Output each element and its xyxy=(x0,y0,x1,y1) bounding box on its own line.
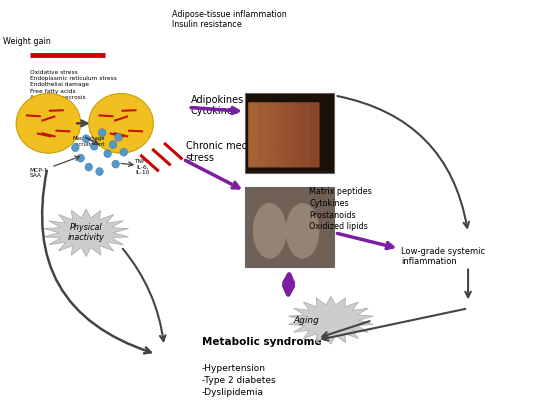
Ellipse shape xyxy=(253,203,287,259)
FancyBboxPatch shape xyxy=(301,102,310,168)
Text: Oxidative stress
Endoplasmic reticulum stress
Endothelial damage
Free fatty acid: Oxidative stress Endoplasmic reticulum s… xyxy=(30,69,116,100)
Text: Adipose-tissue inflammation
Insulin resistance: Adipose-tissue inflammation Insulin resi… xyxy=(172,10,287,29)
FancyBboxPatch shape xyxy=(310,102,320,168)
Ellipse shape xyxy=(16,93,81,153)
Text: Matrix peptides
Cytokines
Prostanoids
Oxidized lipids: Matrix peptides Cytokines Prostanoids Ox… xyxy=(309,187,372,231)
Ellipse shape xyxy=(82,135,90,143)
Text: Weight gain: Weight gain xyxy=(3,37,51,46)
Ellipse shape xyxy=(104,150,111,158)
Ellipse shape xyxy=(77,154,84,162)
Ellipse shape xyxy=(109,141,117,149)
Ellipse shape xyxy=(96,168,103,176)
Text: Macrophage
recruitment: Macrophage recruitment xyxy=(73,136,105,147)
Text: Metabolic syndrome: Metabolic syndrome xyxy=(202,337,321,347)
FancyBboxPatch shape xyxy=(245,187,334,267)
Ellipse shape xyxy=(120,148,128,156)
Text: -Hypertension
-Type 2 diabetes
-Dyslipidemia: -Hypertension -Type 2 diabetes -Dyslipid… xyxy=(202,364,275,397)
FancyBboxPatch shape xyxy=(248,102,257,168)
Text: Aging: Aging xyxy=(294,316,320,325)
FancyBboxPatch shape xyxy=(275,102,284,168)
Ellipse shape xyxy=(89,93,153,153)
Ellipse shape xyxy=(98,129,106,137)
Polygon shape xyxy=(44,209,129,257)
FancyBboxPatch shape xyxy=(293,102,302,168)
FancyBboxPatch shape xyxy=(266,102,275,168)
Ellipse shape xyxy=(286,203,320,259)
FancyBboxPatch shape xyxy=(257,102,266,168)
Text: Adipokines
Cytokines: Adipokines Cytokines xyxy=(191,95,244,116)
Text: Low-grade systemic
inflammation: Low-grade systemic inflammation xyxy=(401,247,485,266)
Ellipse shape xyxy=(115,133,122,141)
Ellipse shape xyxy=(90,142,98,150)
FancyBboxPatch shape xyxy=(284,102,293,168)
Text: Physical
inactivity: Physical inactivity xyxy=(68,223,104,242)
FancyBboxPatch shape xyxy=(245,93,334,173)
Text: TNFα,
IL-6,
IL-10: TNFα, IL-6, IL-10 xyxy=(134,159,151,175)
Ellipse shape xyxy=(85,163,93,171)
Text: MCP-1
SAA: MCP-1 SAA xyxy=(30,168,48,179)
Ellipse shape xyxy=(112,160,119,168)
Text: Chronic mechanical
stress: Chronic mechanical stress xyxy=(186,141,282,163)
Ellipse shape xyxy=(72,144,79,152)
Polygon shape xyxy=(288,297,373,344)
